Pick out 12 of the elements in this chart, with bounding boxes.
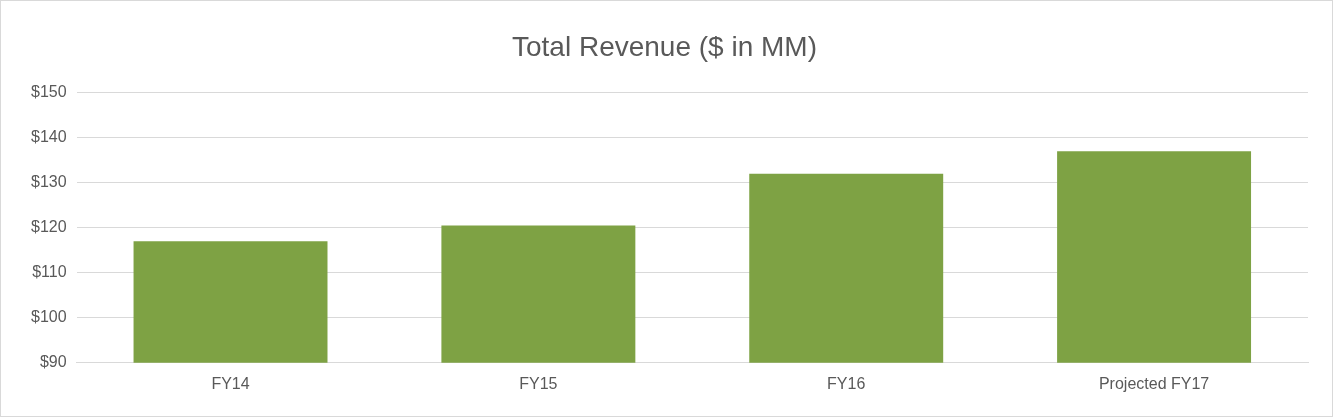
x-tick-label: FY14 (211, 374, 250, 392)
y-tick-label: $110 (32, 263, 67, 281)
chart-title: Total Revenue ($ in MM) (511, 30, 818, 62)
x-tick-label: FY16 (827, 374, 866, 392)
y-tick-label: $130 (31, 173, 67, 191)
y-tick-label: $150 (31, 83, 67, 101)
y-tick-label: $100 (31, 308, 67, 326)
y-tick-label: $140 (31, 128, 67, 146)
y-tick-label: $120 (31, 218, 67, 236)
x-tick-label: FY15 (519, 374, 558, 392)
y-tick-label: $90 (39, 353, 67, 371)
x-tick-label: Projected FY17 (1098, 374, 1210, 392)
